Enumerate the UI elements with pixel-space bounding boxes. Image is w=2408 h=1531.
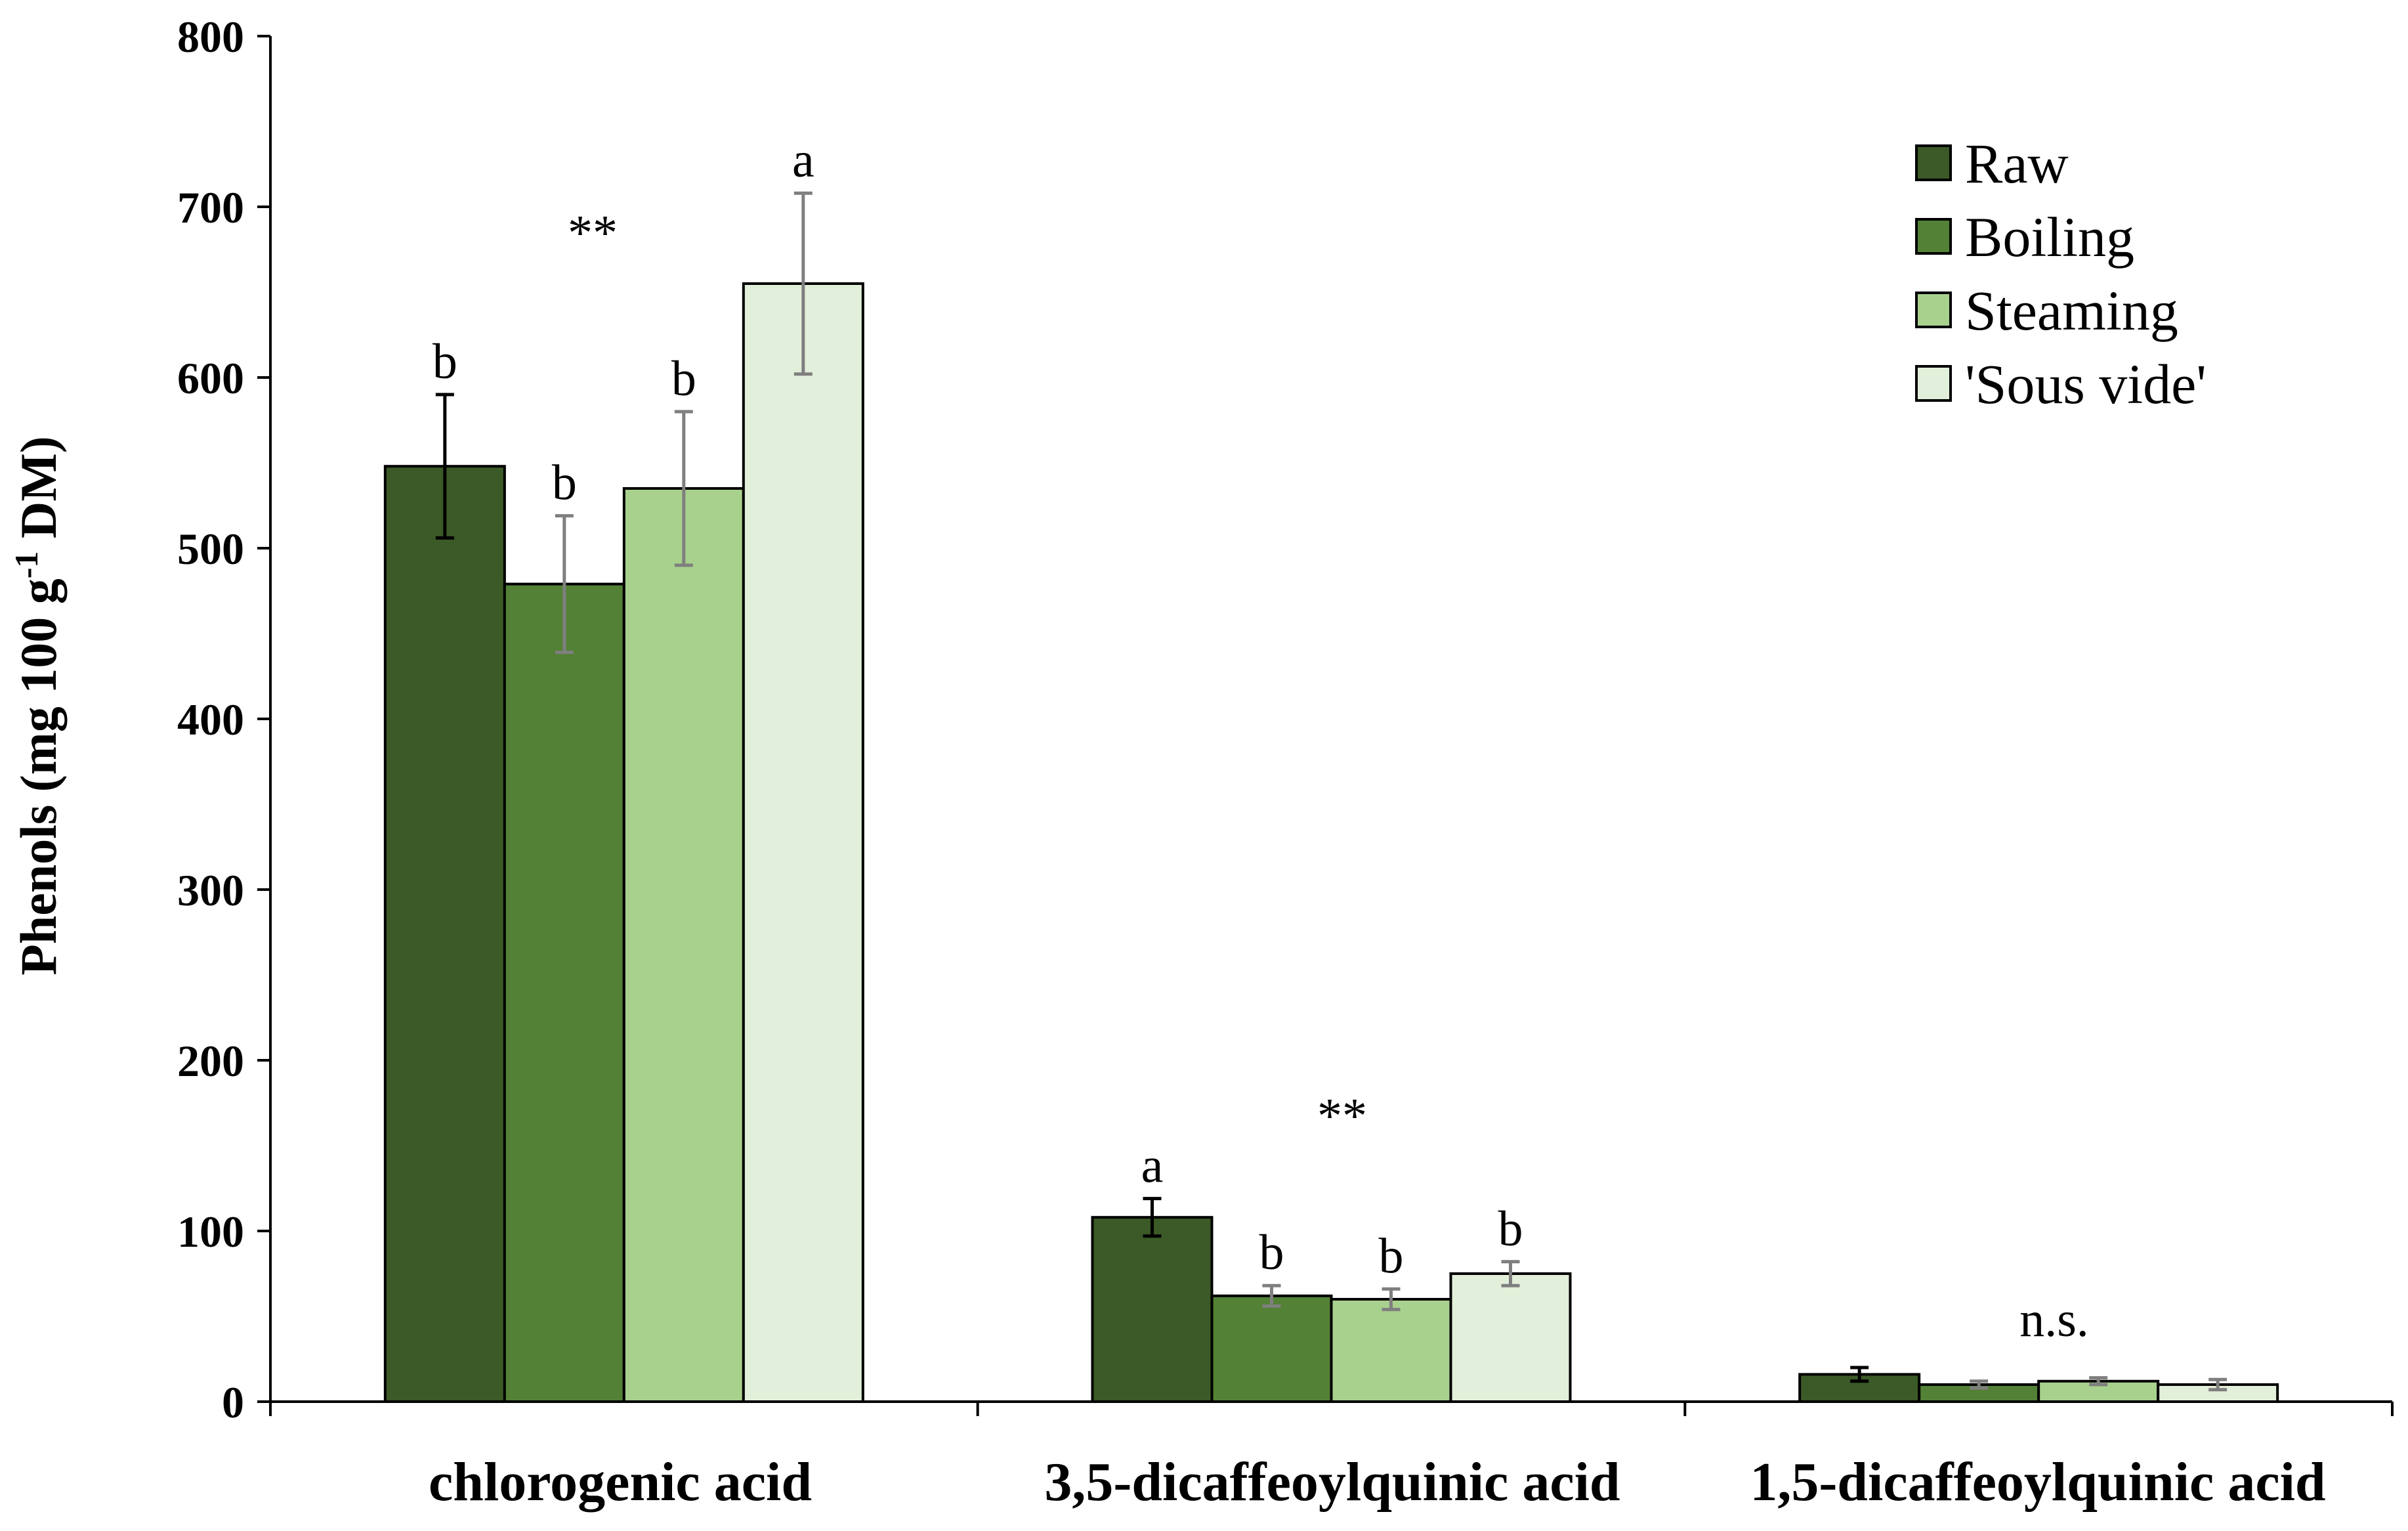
- bar-series: [383, 191, 2279, 1404]
- significance-letter: b: [1259, 1225, 1284, 1280]
- y-axis-label-prefix: Phenols (mg 100 g: [10, 578, 67, 976]
- significance-letter: b: [671, 351, 696, 406]
- y-axis-label-suffix: DM): [10, 436, 67, 551]
- y-axis: 0 100 200 300 400 500 600 700 800: [177, 12, 272, 1427]
- y-tick-label: 700: [177, 183, 244, 232]
- legend-swatch: [1915, 218, 1952, 255]
- legend-swatch: [1915, 365, 1952, 402]
- bar-raw: [383, 465, 506, 1404]
- y-tick-label: 200: [177, 1036, 244, 1086]
- significance-letter: b: [552, 456, 577, 511]
- x-category-label: 1,5-dicaffeoylquinic acid: [1750, 1452, 2325, 1513]
- significance-letter: b: [433, 334, 457, 389]
- significance-letter: b: [1379, 1228, 1404, 1283]
- bar-sous-vide: [742, 282, 864, 1403]
- bar-boiling: [1210, 1294, 1333, 1404]
- legend-label: Boiling: [1965, 205, 2134, 269]
- group-significance: n.s.: [2019, 1292, 2089, 1347]
- significance-letter: a: [792, 133, 814, 188]
- legend-swatch: [1915, 291, 1952, 328]
- y-tick-label: 600: [177, 353, 244, 403]
- y-tick-label: 0: [222, 1377, 244, 1427]
- bar-boiling: [503, 582, 625, 1403]
- y-tick-label: 100: [177, 1207, 244, 1257]
- significance-letter: b: [1498, 1201, 1523, 1257]
- y-tick-label: 800: [177, 12, 244, 62]
- y-axis-label-superscript: -1: [8, 551, 45, 579]
- y-tick-label: 400: [177, 695, 244, 744]
- significance-annotations: b b b a a b b b ** ** n.s.: [433, 133, 2089, 1347]
- group-significance: **: [568, 205, 618, 261]
- legend-label: Raw: [1965, 132, 2069, 195]
- y-tick-label: 500: [177, 524, 244, 574]
- legend: Raw Boiling Steaming 'Sous vide': [1915, 132, 2207, 416]
- group-significance: **: [1317, 1089, 1367, 1144]
- legend-label: 'Sous vide': [1965, 353, 2207, 416]
- legend-swatch: [1915, 144, 1952, 181]
- legend-label: Steaming: [1965, 279, 2178, 342]
- bar-sous-vide: [1449, 1272, 1572, 1403]
- bar-steaming: [1330, 1298, 1452, 1403]
- x-axis: chlorogenic acid 3,5-dicaffeoylquinic aci…: [269, 1400, 2394, 1513]
- significance-letter: a: [1141, 1138, 1164, 1194]
- y-axis-label: Phenols (mg 100 g-1 DM): [8, 436, 67, 976]
- x-category-label: chlorogenic acid: [429, 1452, 812, 1513]
- x-category-label: 3,5-dicaffeoylquinic acid: [1044, 1452, 1620, 1513]
- y-tick-label: 300: [177, 865, 244, 915]
- bar-steaming: [622, 487, 745, 1403]
- bar-raw: [1091, 1216, 1214, 1403]
